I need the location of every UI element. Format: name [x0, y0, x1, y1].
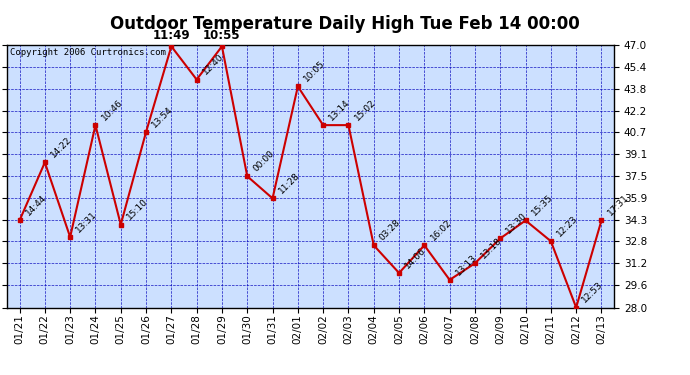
Text: 10:05: 10:05: [302, 59, 326, 84]
Text: 14:06: 14:06: [403, 246, 428, 270]
Text: 15:35: 15:35: [530, 193, 554, 217]
Text: 13:14: 13:14: [327, 98, 352, 122]
Text: 16:02: 16:02: [428, 218, 453, 243]
Text: 11:49: 11:49: [152, 29, 190, 42]
Text: 12:53: 12:53: [580, 280, 605, 305]
Text: 15:02: 15:02: [353, 98, 377, 122]
Text: Outdoor Temperature Daily High Tue Feb 14 00:00: Outdoor Temperature Daily High Tue Feb 1…: [110, 15, 580, 33]
Text: 03:28: 03:28: [378, 218, 402, 243]
Text: 13:13: 13:13: [454, 252, 478, 277]
Text: 14:22: 14:22: [49, 135, 73, 160]
Text: 12:40: 12:40: [201, 52, 226, 77]
Text: 13:18: 13:18: [479, 236, 504, 261]
Text: 13:54: 13:54: [150, 105, 175, 129]
Text: 10:55: 10:55: [203, 29, 241, 42]
Text: 15:10: 15:10: [125, 197, 150, 222]
Text: 17:31: 17:31: [606, 193, 630, 217]
Text: 14:44: 14:44: [23, 193, 48, 217]
Text: 13:31: 13:31: [75, 210, 99, 234]
Text: Copyright 2006 Curtronics.com: Copyright 2006 Curtronics.com: [10, 48, 166, 57]
Text: 11:28: 11:28: [277, 171, 302, 196]
Text: 12:23: 12:23: [555, 214, 580, 238]
Text: 00:00: 00:00: [251, 149, 276, 174]
Text: 10:46: 10:46: [99, 98, 124, 122]
Text: 13:30: 13:30: [504, 211, 529, 236]
